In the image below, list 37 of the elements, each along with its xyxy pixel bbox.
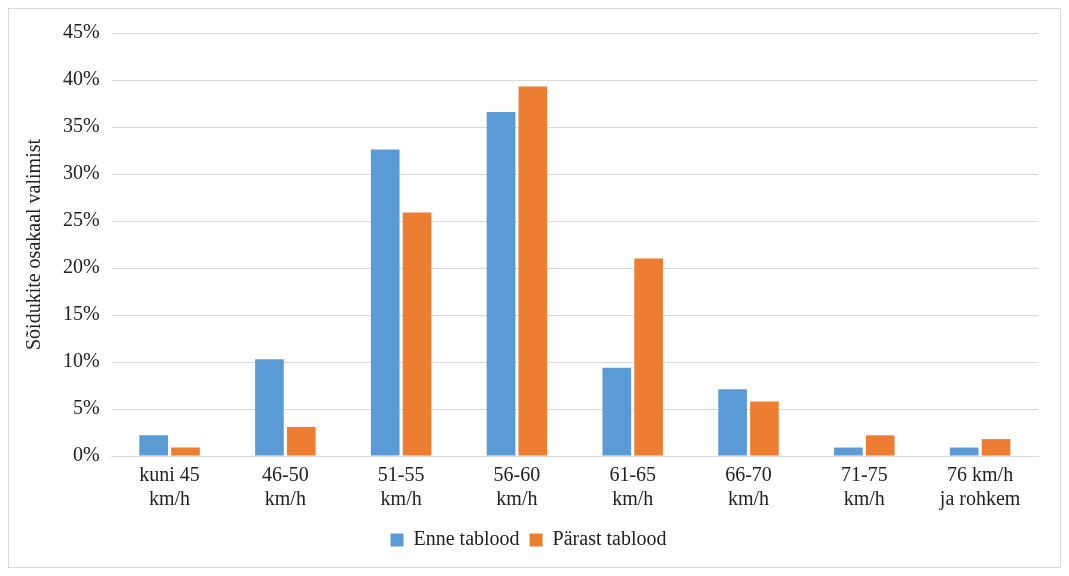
bar (171, 447, 200, 456)
bar (402, 212, 432, 456)
y-tick-label: 35% (62, 114, 100, 137)
legend-label: Enne tablood (413, 527, 520, 550)
x-tick-label: 51-55 km/h (377, 463, 425, 510)
bar (949, 447, 979, 456)
y-axis-title: Sõidukite osakaal valimist (22, 138, 45, 351)
y-tick-label: 15% (62, 302, 100, 325)
bar (486, 111, 516, 456)
bar (981, 439, 1011, 456)
y-tick-label: 5% (72, 396, 100, 419)
y-tick-label: 10% (62, 349, 100, 372)
x-tick-label: 76 km/h ja rohkem (938, 463, 1021, 511)
bar (634, 258, 663, 456)
legend-label: Pärast tablood (552, 527, 667, 550)
bar (718, 389, 747, 456)
x-tick-label: 61-65 km/h (609, 463, 657, 510)
x-tick-label: 46-50 km/h (262, 463, 309, 510)
x-tick-label: 71-75 km/h (840, 463, 888, 510)
bar (255, 359, 284, 456)
y-tick-label: 30% (62, 161, 100, 184)
bar (370, 149, 400, 456)
bar (286, 426, 316, 456)
bar (602, 367, 632, 456)
y-tick-label: 40% (62, 67, 100, 90)
y-tick-label: 25% (62, 208, 100, 231)
y-tick-label: 45% (62, 20, 100, 43)
bar (139, 435, 168, 456)
bar (834, 447, 863, 456)
bar (865, 435, 895, 456)
x-tick-label: 66-70 km/h (725, 463, 772, 510)
x-tick-label: 56-60 km/h (493, 463, 541, 510)
y-tick-label: 20% (62, 255, 100, 278)
bar (518, 86, 548, 456)
y-tick-label: 0% (72, 443, 100, 466)
x-tick-label: kuni 45 km/h (139, 463, 200, 510)
bar (750, 401, 779, 456)
